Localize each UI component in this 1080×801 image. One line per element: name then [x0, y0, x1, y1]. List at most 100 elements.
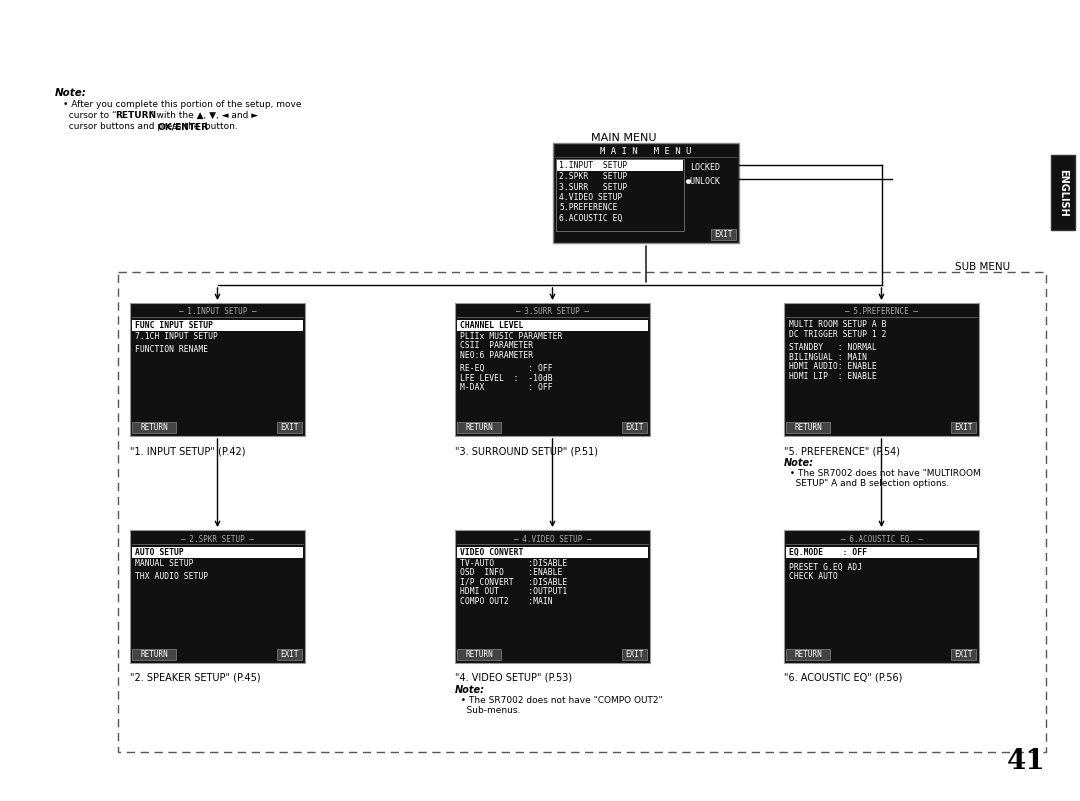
Text: HDMI AUDIO: ENABLE: HDMI AUDIO: ENABLE	[789, 362, 877, 371]
Bar	[556, 159, 684, 231]
Bar	[118, 272, 1047, 752]
Text: ●UNLOCK: ●UNLOCK	[686, 176, 720, 186]
Text: LFE LEVEL  :  -10dB: LFE LEVEL : -10dB	[460, 374, 553, 383]
Text: RETURN: RETURN	[140, 650, 167, 659]
Bar	[132, 422, 176, 433]
Text: PLIIx MUSIC PARAMETER: PLIIx MUSIC PARAMETER	[460, 332, 563, 340]
Text: STANDBY   : NORMAL: STANDBY : NORMAL	[789, 344, 877, 352]
Text: RETURN: RETURN	[114, 111, 157, 120]
Text: ─ 4.VIDEO SETUP ─: ─ 4.VIDEO SETUP ─	[513, 534, 592, 544]
Bar	[457, 320, 648, 331]
Text: 5.PREFERENCE: 5.PREFERENCE	[559, 203, 618, 212]
Bar	[130, 530, 305, 663]
Text: "5. PREFERENCE" (P.54): "5. PREFERENCE" (P.54)	[784, 446, 900, 456]
Bar	[711, 229, 735, 240]
Text: CHECK AUTO: CHECK AUTO	[789, 572, 838, 582]
Text: Note:: Note:	[55, 88, 86, 98]
Text: M-DAX         : OFF: M-DAX : OFF	[460, 383, 553, 392]
Text: 1.INPUT  SETUP: 1.INPUT SETUP	[559, 162, 627, 171]
Bar	[457, 547, 648, 557]
Text: 3.SURR   SETUP: 3.SURR SETUP	[559, 183, 627, 191]
Bar	[553, 143, 739, 243]
Bar	[786, 422, 831, 433]
Bar	[786, 547, 977, 557]
Text: button.: button.	[202, 122, 238, 131]
Text: 4.VIDEO SETUP: 4.VIDEO SETUP	[559, 193, 622, 202]
Text: "3. SURROUND SETUP" (P.51): "3. SURROUND SETUP" (P.51)	[455, 446, 598, 456]
Text: MAIN MENU: MAIN MENU	[591, 133, 657, 143]
Text: NEO:6 PARAMETER: NEO:6 PARAMETER	[460, 351, 534, 360]
Text: LOCKED: LOCKED	[690, 163, 720, 171]
Text: BILINGUAL : MAIN: BILINGUAL : MAIN	[789, 352, 867, 362]
Text: "6. ACOUSTIC EQ" (P.56): "6. ACOUSTIC EQ" (P.56)	[784, 673, 903, 683]
Text: RETURN: RETURN	[465, 423, 492, 432]
Text: PRESET G.EQ ADJ: PRESET G.EQ ADJ	[789, 563, 862, 572]
Text: cursor to “: cursor to “	[63, 111, 117, 120]
Text: • The SR7002 does not have "MULTIROOM
    SETUP" A and B selection options.: • The SR7002 does not have "MULTIROOM SE…	[784, 469, 981, 489]
Text: ─ 1.INPUT SETUP ─: ─ 1.INPUT SETUP ─	[178, 308, 257, 316]
Text: RE-EQ         : OFF: RE-EQ : OFF	[460, 364, 553, 373]
Text: MULTI ROOM SETUP A B: MULTI ROOM SETUP A B	[789, 320, 887, 329]
Text: ” with the ▲, ▼, ◄ and ►: ” with the ▲, ▼, ◄ and ►	[149, 111, 258, 120]
Text: DC TRIGGER SETUP 1 2: DC TRIGGER SETUP 1 2	[789, 330, 887, 339]
Text: 2.SPKR   SETUP: 2.SPKR SETUP	[559, 172, 627, 181]
Text: VIDEO CONVERT: VIDEO CONVERT	[460, 548, 524, 557]
Text: 41: 41	[1007, 748, 1045, 775]
Text: 6.ACOUSTIC EQ: 6.ACOUSTIC EQ	[559, 214, 622, 223]
Text: CSII  PARAMETER: CSII PARAMETER	[460, 341, 534, 350]
Bar	[1051, 155, 1075, 230]
Bar	[276, 649, 302, 660]
Text: HDMI LIP  : ENABLE: HDMI LIP : ENABLE	[789, 372, 877, 380]
Bar	[130, 303, 305, 436]
Text: EXIT: EXIT	[714, 230, 732, 239]
Text: • After you complete this portion of the setup, move: • After you complete this portion of the…	[63, 100, 301, 109]
Bar	[557, 160, 683, 171]
Text: MANUAL SETUP: MANUAL SETUP	[135, 559, 193, 568]
Bar	[786, 649, 831, 660]
Text: "4. VIDEO SETUP" (P.53): "4. VIDEO SETUP" (P.53)	[455, 673, 572, 683]
Text: EXIT: EXIT	[955, 423, 973, 432]
Text: EQ.MODE    : OFF: EQ.MODE : OFF	[789, 548, 867, 557]
Text: ─ 6.ACOUSTIC EQ. ─: ─ 6.ACOUSTIC EQ. ─	[840, 534, 923, 544]
Bar	[132, 320, 303, 331]
Text: EXIT: EXIT	[625, 423, 644, 432]
Text: SUB MENU: SUB MENU	[955, 262, 1010, 272]
Bar	[951, 649, 976, 660]
Text: ENGLISH: ENGLISH	[1058, 169, 1068, 216]
Text: RETURN: RETURN	[794, 650, 822, 659]
Text: OSD  INFO     :ENABLE: OSD INFO :ENABLE	[460, 568, 563, 578]
Text: EXIT: EXIT	[955, 650, 973, 659]
Text: I/P CONVERT   :DISABLE: I/P CONVERT :DISABLE	[460, 578, 567, 587]
Text: EXIT: EXIT	[625, 650, 644, 659]
Text: COMPO OUT2    :MAIN: COMPO OUT2 :MAIN	[460, 597, 553, 606]
Bar	[132, 649, 176, 660]
Text: RETURN: RETURN	[465, 650, 492, 659]
Text: ─ 3.SURR SETUP ─: ─ 3.SURR SETUP ─	[515, 308, 590, 316]
Text: 7.1CH INPUT SETUP: 7.1CH INPUT SETUP	[135, 332, 218, 340]
Bar	[132, 547, 303, 557]
Text: cursor buttons and press the: cursor buttons and press the	[63, 122, 202, 131]
Text: Note:: Note:	[455, 685, 485, 695]
Bar	[784, 530, 978, 663]
Text: ─ 2.SPKR SETUP ─: ─ 2.SPKR SETUP ─	[180, 534, 255, 544]
Text: Note:: Note:	[784, 458, 814, 468]
Text: OK/ENTER: OK/ENTER	[158, 122, 210, 131]
Bar	[276, 422, 302, 433]
Text: FUNCTION RENAME: FUNCTION RENAME	[135, 345, 208, 354]
Text: RETURN: RETURN	[140, 423, 167, 432]
Text: FUNC INPUT SETUP: FUNC INPUT SETUP	[135, 321, 213, 330]
Text: THX AUDIO SETUP: THX AUDIO SETUP	[135, 572, 208, 582]
Bar	[457, 649, 501, 660]
Text: M A I N   M E N U: M A I N M E N U	[600, 147, 691, 155]
Text: HDMI OUT      :OUTPUT1: HDMI OUT :OUTPUT1	[460, 587, 567, 596]
Text: EXIT: EXIT	[280, 650, 299, 659]
Bar	[784, 303, 978, 436]
Bar	[455, 530, 650, 663]
Bar	[457, 422, 501, 433]
Bar	[622, 422, 647, 433]
Text: TV-AUTO       :DISABLE: TV-AUTO :DISABLE	[460, 559, 567, 568]
Text: CHANNEL LEVEL: CHANNEL LEVEL	[460, 321, 524, 330]
Text: "2. SPEAKER SETUP" (P.45): "2. SPEAKER SETUP" (P.45)	[130, 673, 260, 683]
Text: RETURN: RETURN	[794, 423, 822, 432]
Text: • The SR7002 does not have "COMPO OUT2"
    Sub-menus.: • The SR7002 does not have "COMPO OUT2" …	[455, 696, 663, 715]
